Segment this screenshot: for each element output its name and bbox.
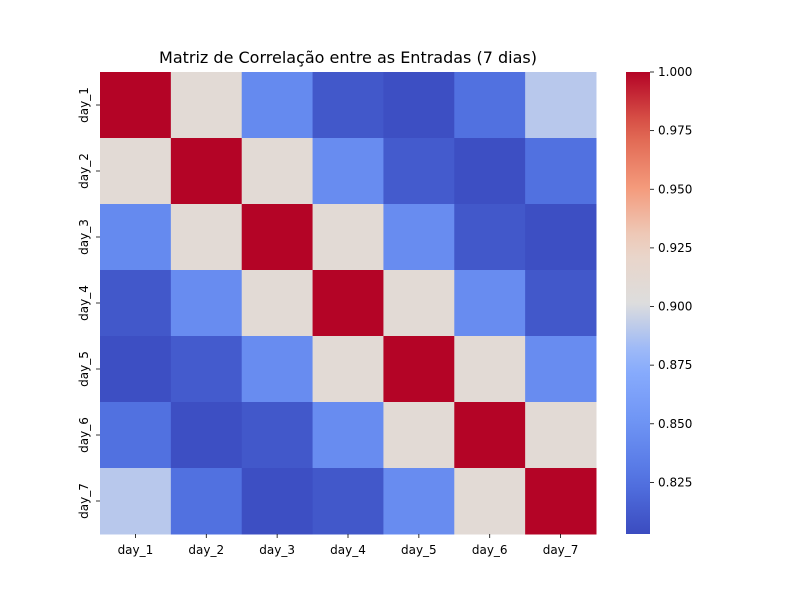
- heatmap-cell-day_5-day_2: [170, 336, 243, 403]
- heatmap-cell-day_1-day_1: [100, 72, 172, 139]
- heatmap-cell-day_4-day_5: [383, 270, 455, 337]
- heatmap-cell-day_6-day_6: [454, 402, 526, 469]
- heatmap-cell-day_5-day_1: [100, 336, 172, 403]
- heatmap-cell-day_3-day_6: [454, 204, 526, 271]
- heatmap-cell-day_4-day_4: [312, 270, 384, 337]
- colorbar-ticks: 0.825 0.850 0.875 0.900 0.925 0.950 0.975 1.000: [650, 65, 692, 489]
- x-tick-label: day_6: [472, 543, 508, 557]
- x-tick-label: day_2: [188, 543, 224, 557]
- heatmap-cell-day_7-day_7: [525, 468, 597, 535]
- heatmap-cell-day_4-day_6: [454, 270, 526, 337]
- x-tick-label: day_1: [118, 543, 154, 557]
- heatmap-cell-day_4-day_3: [241, 270, 314, 337]
- heatmap-cell-day_4-day_1: [100, 270, 172, 337]
- heatmap-cell-day_6-day_3: [241, 402, 314, 469]
- heatmap-cell-day_2-day_3: [241, 138, 314, 205]
- heatmap-cell-day_2-day_7: [525, 138, 597, 205]
- heatmap-cell-day_5-day_5: [383, 336, 455, 403]
- colorbar-tick-label: 0.825: [658, 475, 692, 489]
- heatmap-cell-day_2-day_5: [383, 138, 455, 205]
- heatmap-cell-day_6-day_2: [170, 402, 243, 469]
- heatmap-cell-day_3-day_1: [100, 204, 172, 271]
- heatmap-cell-day_3-day_7: [525, 204, 597, 271]
- colorbar-tick-label: 0.950: [658, 182, 692, 196]
- heatmap-cell-day_1-day_5: [383, 72, 455, 139]
- colorbar-tick-label: 0.850: [658, 417, 692, 431]
- x-tick-label: day_7: [543, 543, 579, 557]
- y-axis-ticks: day_1 day_2 day_3 day_4 day_5 day_6 day_7: [77, 87, 100, 519]
- heatmap-cell-day_3-day_4: [312, 204, 384, 271]
- heatmap-cell-day_5-day_4: [312, 336, 384, 403]
- colorbar-tick-label: 0.900: [658, 300, 692, 314]
- x-tick-label: day_5: [401, 543, 437, 557]
- y-tick-label: day_1: [77, 87, 91, 123]
- y-tick-label: day_7: [77, 483, 91, 519]
- heatmap-cell-day_1-day_7: [525, 72, 597, 139]
- heatmap-cell-day_1-day_4: [312, 72, 384, 139]
- heatmap-cell-day_2-day_4: [312, 138, 384, 205]
- colorbar: [626, 72, 650, 534]
- x-tick-label: day_3: [259, 543, 295, 557]
- colorbar-tick-label: 0.975: [658, 124, 692, 138]
- y-tick-label: day_5: [77, 351, 91, 387]
- heatmap-cell-day_6-day_4: [312, 402, 384, 469]
- heatmap-cell-day_7-day_2: [170, 468, 243, 535]
- heatmap-cell-day_7-day_1: [100, 468, 172, 535]
- x-axis-ticks: day_1 day_2 day_3 day_4 day_5 day_6 day_7: [118, 534, 579, 557]
- heatmap-cell-day_3-day_2: [170, 204, 243, 271]
- heatmap-cell-day_1-day_2: [170, 72, 243, 139]
- heatmap-cell-day_7-day_3: [241, 468, 314, 535]
- heatmap-cell-day_1-day_6: [454, 72, 526, 139]
- x-tick-label: day_4: [330, 543, 366, 557]
- heatmap-cell-day_1-day_3: [241, 72, 314, 139]
- y-tick-label: day_3: [77, 219, 91, 255]
- heatmap-cell-day_5-day_6: [454, 336, 526, 403]
- heatmap-cell-day_5-day_3: [241, 336, 314, 403]
- colorbar-tick-label: 0.875: [658, 358, 692, 372]
- heatmap-cell-day_2-day_1: [100, 138, 172, 205]
- heatmap-cell-day_7-day_5: [383, 468, 455, 535]
- heatmap-cell-day_6-day_5: [383, 402, 455, 469]
- heatmap-cell-day_3-day_3: [241, 204, 314, 271]
- heatmap-cell-day_7-day_6: [454, 468, 526, 535]
- colorbar-tick-label: 1.000: [658, 65, 692, 79]
- heatmap-cell-day_3-day_5: [383, 204, 455, 271]
- heatmap-cell-day_2-day_2: [170, 138, 243, 205]
- heatmap-cell-day_5-day_7: [525, 336, 597, 403]
- heatmap-cells: [100, 72, 597, 535]
- y-tick-label: day_6: [77, 417, 91, 453]
- heatmap-cell-day_7-day_4: [312, 468, 384, 535]
- y-tick-label: day_2: [77, 153, 91, 189]
- chart-title: Matriz de Correlação entre as Entradas (…: [159, 48, 537, 67]
- heatmap-cell-day_6-day_1: [100, 402, 172, 469]
- heatmap-cell-day_6-day_7: [525, 402, 597, 469]
- heatmap-cell-day_2-day_6: [454, 138, 526, 205]
- y-tick-label: day_4: [77, 285, 91, 321]
- colorbar-tick-label: 0.925: [658, 241, 692, 255]
- heatmap-cell-day_4-day_2: [170, 270, 243, 337]
- heatmap-cell-day_4-day_7: [525, 270, 597, 337]
